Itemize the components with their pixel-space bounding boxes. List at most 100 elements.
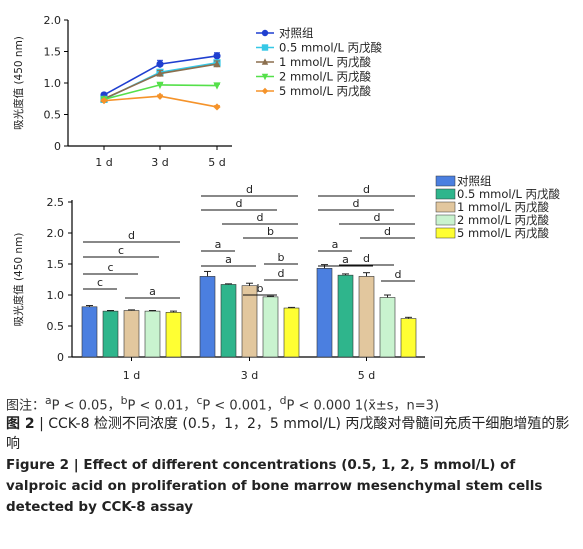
line-y-tick-label: 1.5 — [44, 46, 62, 59]
bar — [337, 274, 354, 358]
bar-legend-label: 0.5 mmol/L 丙戊酸 — [457, 187, 561, 201]
line-legend-marker — [261, 87, 269, 95]
bar-legend-label: 5 mmol/L 丙戊酸 — [457, 226, 550, 240]
note-a-mark: a — [45, 394, 52, 407]
bar-y-tick-label: 1.5 — [47, 258, 65, 271]
bar — [283, 307, 300, 358]
bar-chart: 0 0.5 1.0 1.5 2.0 2.5 1 d 3 d 5 d 吸光度值 (450 nm) 对照… — [12, 174, 561, 382]
bar-significance-label: d — [374, 211, 381, 224]
bar-significance-label: d — [236, 197, 243, 210]
bar-significance-label: d — [278, 267, 285, 280]
line-x-tick-label: 3 d — [151, 156, 168, 169]
bar-significance-label: a — [342, 253, 349, 266]
line-legend-marker — [261, 58, 269, 65]
bar-significance-label: c — [97, 276, 103, 289]
bar-x-tick-label: 1 d — [123, 369, 140, 382]
note-d-mark: d — [279, 394, 287, 407]
line-legend-marker — [261, 29, 269, 37]
note-c-mark: c — [196, 394, 203, 407]
bar-significance-label: b — [267, 225, 274, 238]
caption-chinese: 图 2 | CCK-8 检测不同浓度 (0.5，1，2，5 mmol/L) 丙戊… — [6, 414, 578, 454]
line-y-tick-label: 1.0 — [44, 77, 62, 90]
note-c-text: P < 0.001， — [202, 398, 280, 414]
bar-y-axis-label: 吸光度值 (450 nm) — [12, 233, 25, 327]
bar-significance-label: d — [363, 252, 370, 265]
line-y-axis-label: 吸光度值 (450 nm) — [12, 36, 25, 130]
note-d-text: P < 0.000 1(x̄±s，n=3) — [286, 398, 440, 414]
caption-en-text: Effect of different concentrations (0.5,… — [6, 457, 543, 515]
line-point — [156, 81, 164, 89]
bar-legend-label: 对照组 — [457, 174, 492, 188]
bar-significance-label: d — [128, 229, 135, 242]
bar — [123, 310, 140, 358]
line-y-tick-label: 0.5 — [44, 109, 62, 122]
bar — [102, 310, 119, 358]
line-legend-marker — [261, 44, 269, 51]
line-y-tick-label: 2.0 — [44, 14, 62, 27]
bar-significance-label: d — [257, 211, 264, 224]
line-point — [156, 69, 164, 77]
bar — [165, 312, 182, 358]
bar-significance-label: d — [246, 183, 253, 196]
bar — [316, 268, 333, 358]
line-point — [213, 103, 221, 111]
line-point — [100, 97, 108, 105]
line-point — [213, 52, 221, 60]
caption-cn-text: CCK-8 检测不同浓度 (0.5，1，2，5 mmol/L) 丙戊酸对骨髓间充… — [6, 416, 570, 452]
bar — [379, 297, 396, 358]
bar-significance-label: b — [257, 282, 264, 295]
note-b-text: P < 0.01， — [127, 398, 197, 414]
bar-significance-label: c — [107, 261, 113, 274]
caption-cn-separator: | — [34, 416, 49, 432]
bar — [144, 310, 161, 358]
bar-y-tick-label: 2.5 — [47, 196, 65, 209]
line-point — [156, 60, 164, 68]
note-b-mark: b — [120, 394, 128, 407]
bar-significance-label: a — [215, 238, 222, 251]
caption-english: Figure 2 | Effect of different concentra… — [6, 455, 578, 518]
bar-significance-label: d — [353, 197, 360, 210]
bar-legend-swatch — [435, 227, 456, 239]
bar-legend-swatch — [435, 188, 456, 200]
bar-y-tick-label: 2.0 — [47, 227, 65, 240]
line-x-tick-label: 1 d — [95, 156, 112, 169]
line-legend-label: 1 mmol/L 丙戊酸 — [279, 55, 372, 69]
line-point — [156, 92, 164, 100]
bar-legend-swatch — [435, 175, 456, 187]
bar — [262, 296, 279, 358]
line-legend-label: 5 mmol/L 丙戊酸 — [279, 84, 372, 98]
bar-y-tick-label: 0 — [57, 351, 64, 364]
figure-note: 图注：aP < 0.05，bP < 0.01，cP < 0.001，dP < 0… — [6, 394, 578, 413]
bar — [220, 284, 237, 358]
bar-significance-label: a — [332, 238, 339, 251]
bar-legend-swatch — [435, 201, 456, 213]
bar-x-tick-label: 3 d — [241, 369, 258, 382]
line-chart: 0 0.5 1.0 1.5 2.0 1 d 3 d 5 d 吸光度值 (450 nm) 对照组0.… — [12, 14, 383, 169]
line-legend-label: 2 mmol/L 丙戊酸 — [279, 70, 372, 84]
line-legend-label: 0.5 mmol/L 丙戊酸 — [279, 41, 383, 55]
bar-legend-swatch — [435, 214, 456, 226]
bar-significance-label: d — [395, 268, 402, 281]
bar-significance-label: d — [384, 225, 391, 238]
bar — [241, 285, 258, 358]
bar — [81, 306, 98, 358]
bar-legend-label: 1 mmol/L 丙戊酸 — [457, 200, 550, 214]
note-a-text: P < 0.05， — [51, 398, 121, 414]
bar — [199, 276, 216, 358]
bar-x-tick-label: 5 d — [358, 369, 375, 382]
bar-significance-label: d — [363, 183, 370, 196]
bar-significance-label: b — [278, 251, 285, 264]
bar — [358, 276, 375, 358]
line-point — [213, 60, 221, 68]
bar-significance-label: a — [225, 253, 232, 266]
line-y-tick-label: 0 — [54, 140, 61, 153]
bar — [400, 318, 417, 358]
bar-y-tick-label: 0.5 — [47, 320, 65, 333]
line-x-tick-label: 5 d — [208, 156, 225, 169]
caption-cn-label: 图 2 — [6, 416, 35, 432]
line-legend-label: 对照组 — [279, 26, 314, 40]
bar-significance-label: a — [149, 285, 156, 298]
caption-en-label: Figure 2 — [6, 457, 70, 473]
bar-y-tick-label: 1.0 — [47, 289, 65, 302]
